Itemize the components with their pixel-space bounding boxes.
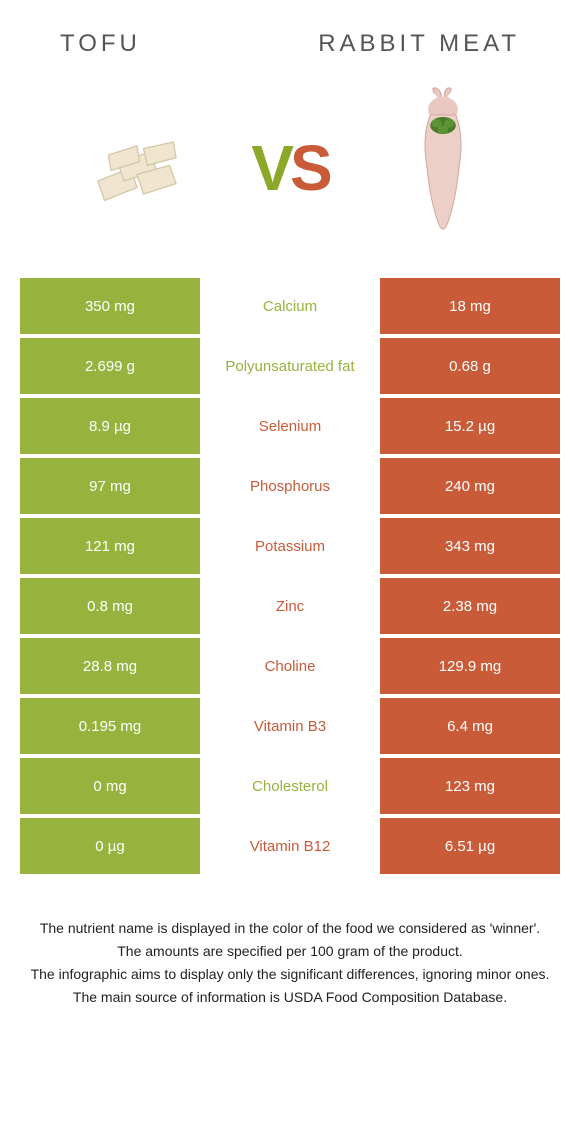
left-value-cell: 2.699 g <box>20 338 200 394</box>
nutrient-label-cell: Choline <box>200 638 380 694</box>
left-value-cell: 0.8 mg <box>20 578 200 634</box>
right-value-cell: 6.4 mg <box>380 698 560 754</box>
left-value-cell: 350 mg <box>20 278 200 334</box>
nutrient-label-cell: Cholesterol <box>200 758 380 814</box>
table-row: 0 mgCholesterol123 mg <box>20 758 560 814</box>
nutrient-label-cell: Potassium <box>200 518 380 574</box>
right-food-title: RABBIT MEAT <box>318 30 520 58</box>
tofu-icon <box>57 88 217 248</box>
right-value-cell: 6.51 µg <box>380 818 560 874</box>
left-value-cell: 0 µg <box>20 818 200 874</box>
footer-line: The amounts are specified per 100 gram o… <box>30 941 550 962</box>
left-value-cell: 0.195 mg <box>20 698 200 754</box>
table-row: 0.195 mgVitamin B36.4 mg <box>20 698 560 754</box>
right-value-cell: 123 mg <box>380 758 560 814</box>
table-row: 121 mgPotassium343 mg <box>20 518 560 574</box>
images-row: VS <box>0 78 580 278</box>
nutrient-label-cell: Phosphorus <box>200 458 380 514</box>
left-food-title: TOFU <box>60 30 141 58</box>
left-value-cell: 8.9 µg <box>20 398 200 454</box>
nutrient-label-cell: Vitamin B3 <box>200 698 380 754</box>
header-row: TOFU RABBIT MEAT <box>0 0 580 78</box>
table-row: 28.8 mgCholine129.9 mg <box>20 638 560 694</box>
footer-line: The nutrient name is displayed in the co… <box>30 918 550 939</box>
nutrient-label-cell: Vitamin B12 <box>200 818 380 874</box>
left-value-cell: 97 mg <box>20 458 200 514</box>
footer-line: The main source of information is USDA F… <box>30 987 550 1008</box>
table-row: 0 µgVitamin B126.51 µg <box>20 818 560 874</box>
table-row: 0.8 mgZinc2.38 mg <box>20 578 560 634</box>
nutrient-label-cell: Polyunsaturated fat <box>200 338 380 394</box>
right-value-cell: 18 mg <box>380 278 560 334</box>
right-value-cell: 2.38 mg <box>380 578 560 634</box>
comparison-table: 350 mgCalcium18 mg2.699 gPolyunsaturated… <box>0 278 580 874</box>
table-row: 8.9 µgSelenium15.2 µg <box>20 398 560 454</box>
vs-s: S <box>290 132 329 204</box>
nutrient-label-cell: Selenium <box>200 398 380 454</box>
left-value-cell: 121 mg <box>20 518 200 574</box>
left-value-cell: 28.8 mg <box>20 638 200 694</box>
vs-v: V <box>251 132 290 204</box>
right-value-cell: 240 mg <box>380 458 560 514</box>
nutrient-label-cell: Calcium <box>200 278 380 334</box>
table-row: 97 mgPhosphorus240 mg <box>20 458 560 514</box>
left-value-cell: 0 mg <box>20 758 200 814</box>
nutrient-label-cell: Zinc <box>200 578 380 634</box>
right-value-cell: 343 mg <box>380 518 560 574</box>
footer-line: The infographic aims to display only the… <box>30 964 550 985</box>
right-value-cell: 129.9 mg <box>380 638 560 694</box>
vs-label: VS <box>251 131 328 205</box>
right-value-cell: 0.68 g <box>380 338 560 394</box>
table-row: 2.699 gPolyunsaturated fat0.68 g <box>20 338 560 394</box>
footer-notes: The nutrient name is displayed in the co… <box>0 878 580 1030</box>
rabbit-meat-icon <box>363 88 523 248</box>
right-value-cell: 15.2 µg <box>380 398 560 454</box>
table-row: 350 mgCalcium18 mg <box>20 278 560 334</box>
